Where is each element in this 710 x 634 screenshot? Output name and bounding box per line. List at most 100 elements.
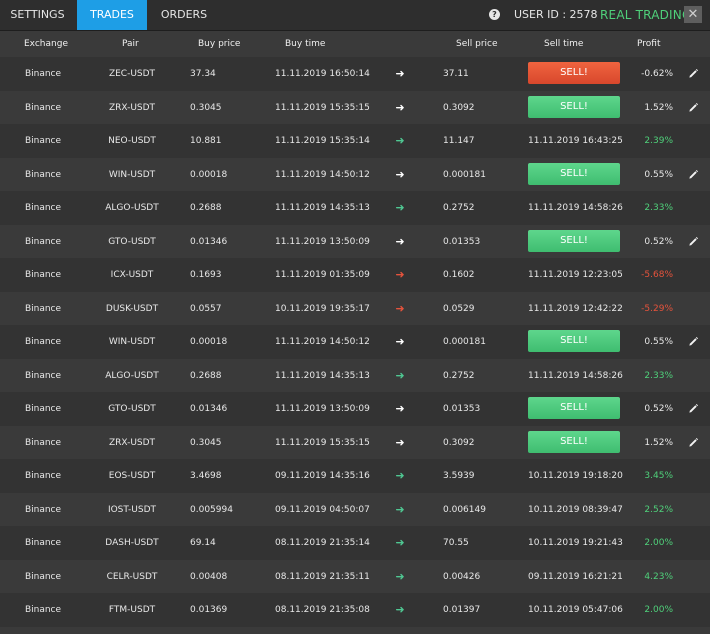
pencil-icon[interactable] — [688, 403, 699, 414]
cell-buy-time: 08.11.2019 21:35:08 — [275, 605, 370, 615]
arrow-right-icon: ➜ — [395, 402, 405, 415]
cell-sell-price: 0.3092 — [443, 437, 475, 448]
sell-button[interactable]: SELL! — [528, 229, 620, 252]
cell-buy-time: 11.11.2019 15:35:14 — [275, 136, 370, 146]
cell-buy-price: 3.4698 — [190, 471, 222, 481]
cell-sell-time: 10.11.2019 19:18:20 — [528, 471, 623, 481]
arrow-right-icon: ➜ — [395, 301, 405, 315]
cell-pair: GTO-USDT — [108, 236, 156, 247]
cell-buy-price: 0.2688 — [190, 370, 222, 381]
close-icon[interactable]: ✕ — [684, 6, 702, 23]
cell-buy-price: 0.3045 — [190, 102, 222, 113]
cell-pair: WIN-USDT — [108, 337, 156, 347]
table-row: Binance ALGO-USDT 0.2688 11.11.2019 14:35:1… — [0, 359, 710, 393]
cell-sell-time: 09.11.2019 16:21:21 — [528, 571, 623, 582]
cell-pair: DUSK-USDT — [105, 303, 159, 314]
table-row: Binance ICX-USDT 0.1693 11.11.2019 01:35:09… — [0, 258, 710, 292]
help-icon[interactable]: ? — [489, 9, 500, 20]
cell-buy-time: 08.11.2019 21:35:11 — [275, 571, 370, 582]
arrow-right-icon: ➜ — [395, 167, 405, 181]
cell-sell-price: 0.000181 — [443, 169, 486, 180]
cell-buy-time: 11.11.2019 16:50:14 — [275, 69, 370, 79]
pencil-icon[interactable] — [688, 336, 699, 347]
cell-pair: CELR-USDT — [106, 571, 158, 582]
pencil-icon[interactable] — [688, 102, 699, 113]
cell-pair: FTM-USDT — [108, 605, 156, 615]
cell-sell-price: 0.2752 — [443, 203, 475, 213]
cell-buy-price: 0.00018 — [190, 337, 228, 347]
table-row: Binance IOST-USDT 0.005994 09.11.2019 04:50… — [0, 493, 710, 527]
arrow-right-icon: ➜ — [395, 502, 405, 516]
cell-buy-price: 0.2688 — [190, 203, 222, 213]
cell-sell-time: 10.11.2019 05:47:06 — [528, 605, 623, 615]
arrow-right-icon: ➜ — [395, 67, 405, 80]
cell-sell-price: 0.01353 — [443, 404, 481, 414]
tab-orders[interactable]: ORDERS — [160, 8, 208, 21]
arrow-right-icon: ➜ — [395, 268, 405, 281]
sell-button[interactable]: SELL! — [528, 162, 620, 185]
tab-trades[interactable]: TRADES — [77, 0, 147, 30]
cell-sell-price: 0.00426 — [443, 571, 481, 582]
cell-profit: 0.55% — [644, 337, 673, 347]
cell-profit: 1.52% — [644, 437, 673, 448]
table-row: Binance ALGO-USDT 0.2688 11.11.2019 14:35:1… — [0, 191, 710, 225]
cell-buy-time: 11.11.2019 14:35:13 — [275, 203, 370, 213]
pencil-icon[interactable] — [688, 169, 699, 180]
cell-sell-time: 10.11.2019 19:21:43 — [528, 538, 623, 548]
trading-mode-label: REAL TRADING — [600, 8, 692, 22]
cell-exchange: Binance — [24, 236, 62, 247]
table-row: Binance FTM-USDT 0.01369 08.11.2019 21:35:0… — [0, 593, 710, 627]
table-row: Binance DASH-USDT 69.14 08.11.2019 21:35:14… — [0, 526, 710, 560]
arrow-right-icon: ➜ — [395, 435, 405, 449]
cell-profit: 1.52% — [644, 102, 673, 113]
cell-buy-price: 0.005994 — [190, 504, 233, 515]
cell-sell-price: 3.5939 — [443, 471, 475, 481]
cell-buy-price: 0.01346 — [190, 236, 228, 247]
cell-exchange: Binance — [24, 270, 62, 280]
pencil-icon[interactable] — [688, 236, 699, 247]
pencil-icon[interactable] — [688, 437, 699, 448]
sell-button[interactable]: SELL! — [528, 62, 620, 84]
cell-exchange: Binance — [24, 504, 62, 515]
cell-exchange: Binance — [24, 136, 62, 146]
cell-sell-price: 0.01397 — [443, 605, 481, 615]
cell-pair: ALGO-USDT — [105, 203, 159, 213]
trades-table: Binance ZEC-USDT 37.34 11.11.2019 16:50:14 ➜… — [0, 57, 710, 627]
cell-sell-time: 11.11.2019 12:42:22 — [528, 303, 623, 314]
cell-pair: ZRX-USDT — [108, 102, 156, 113]
sell-button[interactable]: SELL! — [528, 397, 620, 419]
cell-buy-price: 0.01346 — [190, 404, 228, 414]
table-row: Binance WIN-USDT 0.00018 11.11.2019 14:50:1… — [0, 325, 710, 359]
cell-sell-price: 37.11 — [443, 69, 469, 79]
user-id-label: USER ID : 2578 — [514, 8, 598, 21]
cell-buy-time: 09.11.2019 14:35:16 — [275, 471, 370, 481]
table-row: Binance ZRX-USDT 0.3045 11.11.2019 15:35:15… — [0, 91, 710, 125]
sell-button[interactable]: SELL! — [528, 330, 620, 352]
cell-buy-time: 11.11.2019 01:35:09 — [275, 270, 370, 280]
column-sell-price: Sell price — [456, 39, 498, 49]
cell-buy-price: 0.00018 — [190, 169, 228, 180]
cell-profit: 3.45% — [644, 471, 673, 481]
arrow-right-icon: ➜ — [395, 603, 405, 616]
cell-sell-price: 0.000181 — [443, 337, 486, 347]
cell-exchange: Binance — [24, 404, 62, 414]
cell-exchange: Binance — [24, 169, 62, 180]
cell-sell-price: 11.147 — [443, 136, 475, 146]
cell-sell-time: 11.11.2019 12:23:05 — [528, 270, 623, 280]
tab-settings[interactable]: SETTINGS — [10, 8, 65, 21]
column-exchange: Exchange — [24, 39, 68, 49]
sell-button[interactable]: SELL! — [528, 430, 620, 453]
cell-profit: 0.52% — [644, 236, 673, 247]
cell-sell-time: 11.11.2019 14:58:26 — [528, 203, 623, 213]
sell-button[interactable]: SELL! — [528, 95, 620, 118]
pencil-icon[interactable] — [688, 68, 699, 79]
cell-profit: -5.29% — [641, 303, 673, 314]
cell-profit: 2.33% — [644, 370, 673, 381]
cell-exchange: Binance — [24, 203, 62, 213]
cell-profit: 2.39% — [644, 136, 673, 146]
cell-sell-price: 0.1602 — [443, 270, 475, 280]
cell-sell-price: 0.3092 — [443, 102, 475, 113]
cell-buy-price: 0.0557 — [190, 303, 222, 314]
table-header: Exchange Pair Buy price Buy time Sell pr… — [0, 31, 710, 57]
cell-buy-time: 08.11.2019 21:35:14 — [275, 538, 370, 548]
